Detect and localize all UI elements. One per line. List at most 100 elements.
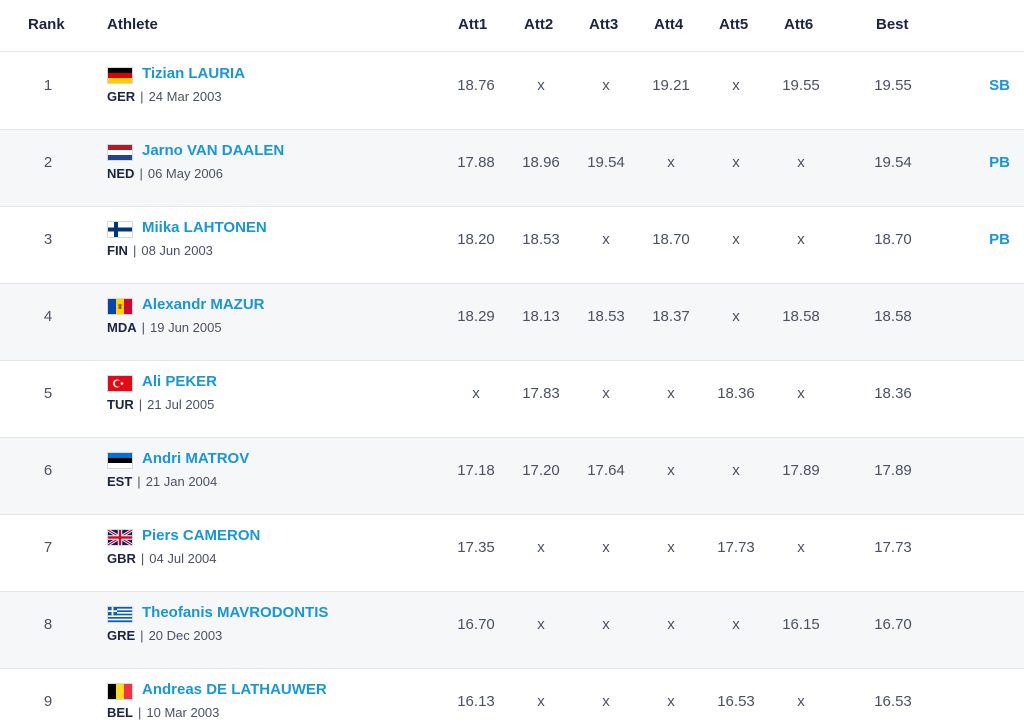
attempt-2-cell: x (537, 539, 545, 556)
athlete-name-link[interactable]: Piers CAMERON (142, 527, 261, 544)
rank-cell: 1 (43, 77, 53, 94)
table-row[interactable]: 6 Andri MATROV EST | 21 Jan 2004 17.18 17.2… (0, 438, 1024, 515)
attempt-2-cell: 17.20 (522, 462, 560, 479)
attempt-1-cell: 18.29 (457, 308, 495, 325)
athlete-name-link[interactable]: Miika LAHTONEN (142, 219, 267, 236)
country-code: NED (107, 166, 135, 181)
rank-cell: 2 (43, 154, 53, 171)
header-att1[interactable]: Att1 (458, 16, 488, 33)
attempt-2-cell: x (537, 693, 545, 710)
best-cell: 18.58 (874, 308, 912, 325)
rank-cell: 3 (43, 231, 53, 248)
attempt-2-cell: 18.13 (522, 308, 560, 325)
flag-estonia-icon (107, 452, 133, 469)
attempt-5-cell: x (732, 77, 740, 94)
header-att2[interactable]: Att2 (524, 16, 554, 33)
flag-turkey-icon (107, 375, 133, 392)
attempt-3-cell: x (602, 77, 610, 94)
header-att3[interactable]: Att3 (589, 16, 619, 33)
attempt-4-cell: x (667, 539, 675, 556)
best-cell: 18.36 (874, 385, 912, 402)
date-of-birth: 24 Mar 2003 (148, 89, 222, 104)
attempt-6-cell: x (797, 385, 805, 402)
table-row[interactable]: 5 Ali PEKER TUR | 21 Jul 2005 x 17.83 x x 18.3… (0, 361, 1024, 438)
attempt-3-cell: 17.64 (587, 462, 625, 479)
country-code: TUR (107, 397, 134, 412)
attempt-6-cell: x (797, 154, 805, 171)
attempt-5-cell: 17.73 (717, 539, 755, 556)
header-att4[interactable]: Att4 (654, 16, 684, 33)
attempt-6-cell: x (797, 231, 805, 248)
attempt-5-cell: 18.36 (717, 385, 755, 402)
attempt-1-cell: 17.88 (457, 154, 495, 171)
header-best[interactable]: Best (876, 16, 909, 33)
attempt-1-cell: 18.76 (457, 77, 495, 94)
athlete-name-link[interactable]: Andri MATROV (142, 450, 250, 467)
rank-cell: 8 (43, 616, 53, 633)
date-of-birth: 21 Jul 2005 (147, 397, 215, 412)
athlete-info: FIN | 08 Jun 2003 (107, 243, 213, 258)
attempt-2-cell: x (537, 616, 545, 633)
best-cell: 17.73 (874, 539, 912, 556)
date-of-birth: 21 Jan 2004 (145, 474, 218, 489)
country-code: FIN (107, 243, 128, 258)
athlete-name-link[interactable]: Ali PEKER (142, 373, 218, 390)
attempt-6-cell: x (797, 693, 805, 710)
table-row[interactable]: 3 Miika LAHTONEN FIN | 08 Jun 2003 18.20 18… (0, 207, 1024, 284)
date-of-birth: 20 Dec 2003 (148, 628, 223, 643)
athlete-info: EST | 21 Jan 2004 (107, 474, 218, 489)
country-code: MDA (107, 320, 137, 335)
rank-cell: 7 (43, 539, 53, 556)
attempt-4-cell: 19.21 (652, 77, 690, 94)
header-athlete[interactable]: Athlete (107, 16, 158, 33)
attempt-5-cell: 16.53 (717, 693, 755, 710)
best-cell: 17.89 (874, 462, 912, 479)
attempt-4-cell: 18.70 (652, 231, 690, 248)
attempt-3-cell: x (602, 385, 610, 402)
attempt-6-cell: 19.55 (782, 77, 820, 94)
attempt-2-cell: x (537, 77, 545, 94)
country-code: GRE (107, 628, 136, 643)
athlete-info: GBR | 04 Jul 2004 (107, 551, 217, 566)
athlete-name-link[interactable]: Alexandr MAZUR (142, 296, 265, 313)
date-of-birth: 19 Jun 2005 (150, 320, 222, 335)
record-badge: SB (989, 77, 1010, 94)
flag-finland-icon (107, 221, 133, 238)
athlete-name-link[interactable]: Andreas DE LATHAUWER (142, 681, 327, 698)
attempt-3-cell: x (602, 616, 610, 633)
attempt-5-cell: x (732, 154, 740, 171)
table-row[interactable]: 1 Tizian LAURIA GER | 24 Mar 2003 18.76 x x 1… (0, 53, 1024, 130)
best-cell: 18.70 (874, 231, 912, 248)
table-row[interactable]: 9 Andreas DE LATHAUWER BEL | 10 Mar 2003 1… (0, 669, 1024, 725)
record-badge: PB (989, 154, 1010, 171)
athlete-name-link[interactable]: Theofanis MAVRODONTIS (142, 604, 329, 621)
attempt-3-cell: 18.53 (587, 308, 625, 325)
header-rank[interactable]: Rank (28, 16, 65, 33)
best-cell: 16.70 (874, 616, 912, 633)
header-att5[interactable]: Att5 (719, 16, 749, 33)
rank-cell: 5 (43, 385, 53, 402)
attempt-6-cell: 16.15 (782, 616, 820, 633)
table-row[interactable]: 7 Piers CAMERON GBR | 04 Jul 2004 17.35 x x x… (0, 515, 1024, 592)
header-att6[interactable]: Att6 (784, 16, 814, 33)
attempt-4-cell: 18.37 (652, 308, 690, 325)
attempt-1-cell: 16.70 (457, 616, 495, 633)
rank-cell: 4 (43, 308, 53, 325)
date-of-birth: 04 Jul 2004 (149, 551, 217, 566)
attempt-1-cell: 16.13 (457, 693, 495, 710)
athlete-name-link[interactable]: Tizian LAURIA (142, 65, 246, 82)
attempt-4-cell: x (667, 154, 675, 171)
table-row[interactable]: 8 Theofanis MAVRODONTIS GRE | 20 Dec 2003 … (0, 592, 1024, 669)
athlete-info: BEL | 10 Mar 2003 (107, 705, 220, 720)
country-code: GBR (107, 551, 136, 566)
attempt-1-cell: 17.18 (457, 462, 495, 479)
athlete-info: GRE | 20 Dec 2003 (107, 628, 223, 643)
country-code: EST (107, 474, 133, 489)
athlete-name-link[interactable]: Jarno VAN DAALEN (142, 142, 285, 159)
table-row[interactable]: 2 Jarno VAN DAALEN NED | 06 May 2006 17.88… (0, 130, 1024, 207)
attempt-4-cell: x (667, 462, 675, 479)
athlete-info: NED | 06 May 2006 (107, 166, 224, 181)
attempt-5-cell: x (732, 231, 740, 248)
table-row[interactable]: 4 Alexandr MAZUR MDA | 19 Jun 2005 18.29 18… (0, 284, 1024, 361)
